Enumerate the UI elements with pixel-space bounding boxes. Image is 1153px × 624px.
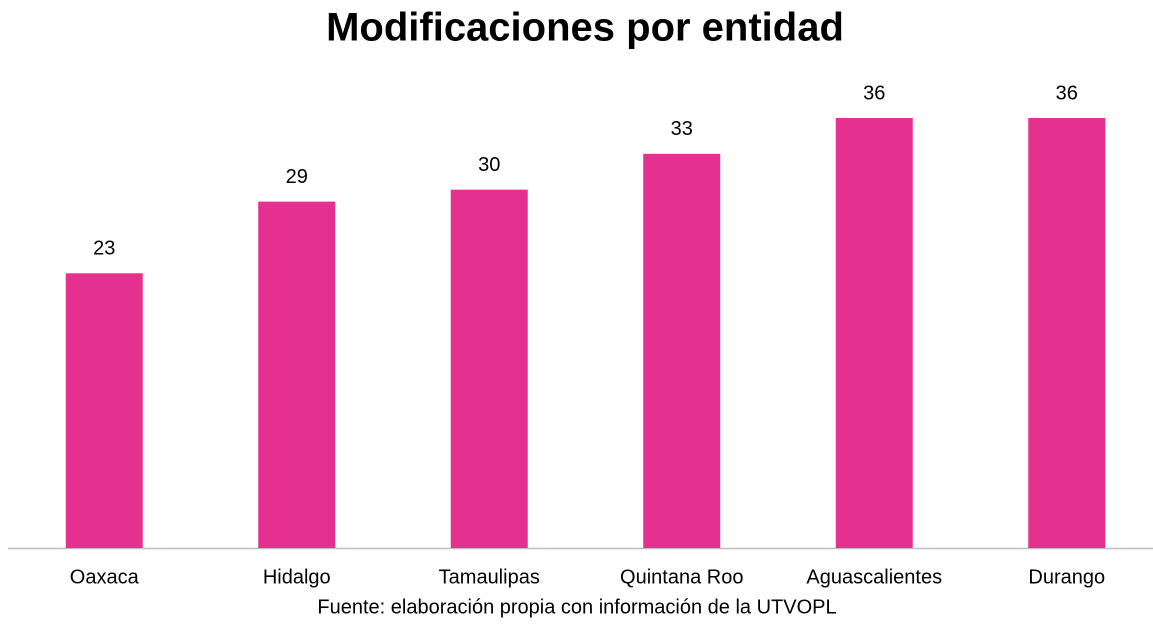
data-label: 30 <box>478 154 500 176</box>
bar <box>450 189 528 548</box>
bar <box>258 201 336 548</box>
bar <box>65 273 143 548</box>
data-label: 23 <box>93 238 115 260</box>
x-tick-label: Quintana Roo <box>620 566 743 588</box>
x-tick-label: Oaxaca <box>70 566 140 588</box>
chart-title: Modificaciones por entidad <box>326 6 844 50</box>
data-label: 36 <box>1056 82 1078 104</box>
data-label: 29 <box>286 166 308 188</box>
x-tick-label: Aguascalientes <box>806 566 942 588</box>
bar <box>835 118 913 548</box>
x-tick-label: Durango <box>1028 566 1105 588</box>
data-label: 36 <box>863 82 885 104</box>
data-label: 33 <box>671 118 693 140</box>
bar <box>1028 118 1106 548</box>
source-note: Fuente: elaboración propia con informaci… <box>317 596 836 618</box>
x-tick-label: Hidalgo <box>263 566 331 588</box>
bar <box>643 153 721 549</box>
x-tick-label: Tamaulipas <box>439 566 540 588</box>
